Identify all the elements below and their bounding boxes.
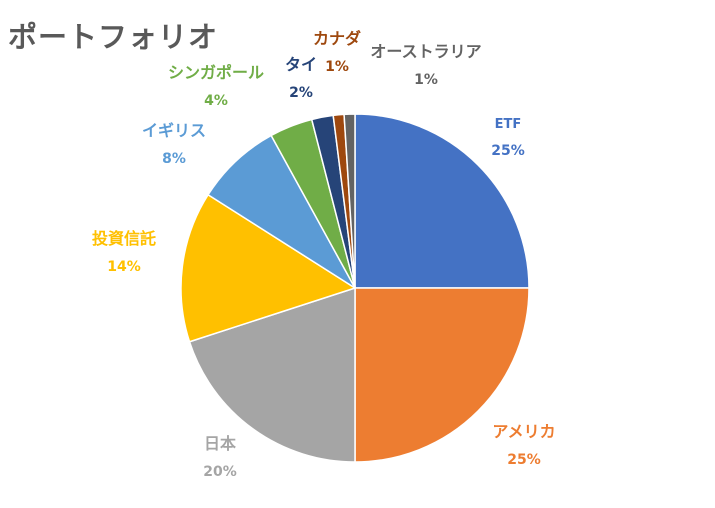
percent-america: 25% (507, 452, 541, 468)
slice-japan (188, 286, 356, 463)
label-australia: オーストラリア (370, 42, 481, 61)
percent-singapore: 4% (204, 93, 228, 109)
chart-title: ポートフォリオ (8, 20, 219, 54)
label-investment-trust: 投資信託 (92, 229, 156, 248)
slice-america (354, 287, 530, 463)
label-canada: カナダ (313, 29, 361, 48)
percent-investment-trust: 14% (107, 259, 141, 275)
percent-uk: 8% (162, 151, 186, 167)
label-america: アメリカ (492, 422, 555, 441)
label-thailand: タイ (285, 55, 317, 74)
slice-investment-trust (180, 193, 357, 343)
label-japan: 日本 (204, 434, 236, 453)
percent-thailand: 2% (289, 85, 313, 101)
label-etf: ETF (495, 117, 522, 132)
label-uk: イギリス (142, 121, 206, 140)
percent-canada: 1% (325, 59, 349, 75)
percent-etf: 25% (491, 143, 525, 159)
slice-etf (354, 113, 530, 289)
percent-australia: 1% (414, 72, 438, 88)
label-singapore: シンガポール (168, 63, 264, 82)
slice-australia (343, 113, 356, 289)
percent-japan: 20% (203, 464, 237, 480)
